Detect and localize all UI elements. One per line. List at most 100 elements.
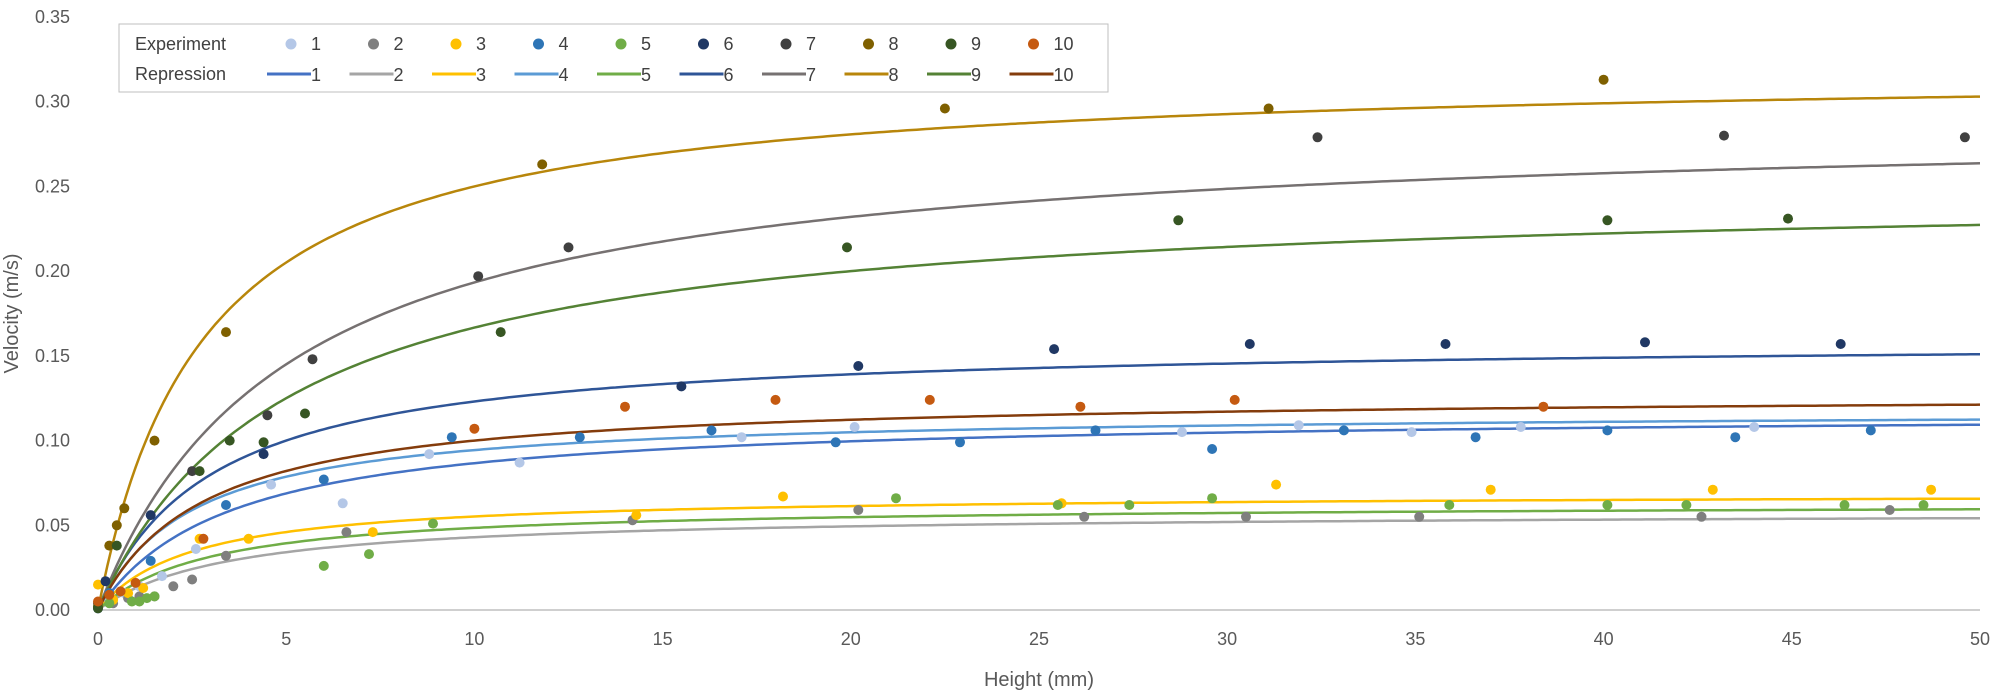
legend-label-repression-9: 9 — [971, 65, 981, 85]
data-point-series-10 — [770, 394, 781, 405]
y-axis-title: Velocity (m/s) — [1, 253, 23, 373]
data-point-series-4 — [955, 437, 965, 448]
legend-row-label-experiment: Experiment — [135, 34, 226, 54]
data-point-series-10 — [93, 596, 103, 607]
data-point-series-5 — [1207, 493, 1218, 504]
data-point-series-7 — [262, 410, 273, 421]
legend-marker-4 — [533, 38, 544, 50]
data-point-series-6 — [145, 510, 156, 521]
y-tick-label: 0.05 — [35, 515, 70, 535]
regression-curve-6 — [96, 353, 1980, 611]
data-point-series-8 — [119, 503, 130, 514]
data-point-series-3 — [1271, 479, 1282, 490]
y-tick-labels: 0.00 0.05 0.10 0.15 0.20 0.25 0.30 0.35 — [35, 7, 70, 620]
data-point-series-9 — [1783, 213, 1793, 224]
data-point-series-4 — [574, 432, 585, 443]
legend-label-repression-8: 8 — [889, 65, 899, 85]
data-point-series-4 — [706, 425, 717, 436]
data-point-series-8 — [1598, 74, 1609, 85]
regression-curve-5 — [97, 508, 1980, 611]
regression-curve-4 — [96, 418, 1980, 611]
data-point-series-8 — [104, 540, 115, 551]
data-point-series-10 — [620, 401, 630, 412]
data-point-series-4 — [1602, 425, 1613, 436]
data-point-series-4 — [145, 555, 156, 566]
data-point-series-3 — [138, 583, 149, 593]
data-point-series-9 — [1602, 215, 1613, 226]
data-point-series-4 — [1470, 432, 1481, 443]
data-point-series-9 — [1173, 215, 1184, 226]
data-point-series-8 — [111, 520, 122, 531]
data-point-series-10 — [469, 423, 480, 434]
data-point-series-10 — [1538, 401, 1549, 412]
data-point-series-5 — [104, 598, 115, 609]
data-point-series-5 — [364, 549, 374, 560]
data-point-series-3 — [123, 588, 134, 599]
legend-label-experiment-3: 3 — [476, 34, 486, 54]
data-point-series-7 — [473, 271, 484, 282]
data-point-series-3 — [631, 510, 642, 521]
legend-label-repression-4: 4 — [559, 65, 569, 85]
legend-label-experiment-10: 10 — [1054, 34, 1074, 54]
legend-marker-7 — [780, 38, 792, 50]
data-point-series-10 — [924, 394, 935, 405]
data-point-series-5 — [1839, 500, 1850, 510]
data-point-series-1 — [1177, 427, 1187, 438]
data-point-series-5 — [126, 596, 137, 607]
x-tick-label: 20 — [841, 629, 861, 649]
data-point-series-10 — [104, 589, 115, 600]
data-point-series-10 — [115, 586, 126, 597]
legend-marker-2 — [368, 38, 379, 50]
y-tick-label: 0.35 — [35, 7, 70, 27]
regression-curve-8 — [96, 95, 1980, 611]
data-point-series-5 — [134, 596, 145, 607]
data-point-series-2 — [1079, 511, 1090, 522]
legend-label-experiment-5: 5 — [641, 34, 651, 54]
data-point-series-3 — [367, 527, 378, 538]
data-point-series-9 — [224, 435, 235, 446]
data-point-series-3 — [1926, 484, 1937, 495]
legend-label-repression-3: 3 — [476, 65, 486, 85]
data-point-series-9 — [111, 540, 122, 551]
data-point-series-7 — [563, 242, 574, 253]
data-point-series-8 — [1263, 103, 1274, 114]
data-point-series-1 — [514, 457, 525, 468]
data-point-series-5 — [1681, 500, 1692, 510]
legend-box — [118, 23, 1109, 93]
data-point-series-2 — [187, 574, 198, 585]
data-point-series-1 — [1406, 427, 1417, 438]
data-point-series-4 — [446, 432, 457, 443]
x-tick-label: 50 — [1970, 629, 1990, 649]
data-point-series-3 — [93, 579, 103, 590]
data-point-series-1 — [424, 449, 435, 460]
data-point-series-2 — [1414, 511, 1425, 522]
data-point-series-5 — [891, 493, 901, 504]
y-tick-label: 0.20 — [35, 261, 70, 281]
data-point-series-6 — [1049, 344, 1060, 355]
data-point-series-8 — [221, 327, 231, 338]
data-point-series-1 — [337, 498, 348, 509]
data-point-series-3 — [778, 491, 788, 502]
data-point-series-5 — [1918, 500, 1929, 510]
data-point-series-3 — [1707, 484, 1718, 495]
data-point-series-6 — [100, 576, 111, 587]
legend-label-repression-6: 6 — [724, 65, 734, 85]
data-point-series-7 — [307, 354, 318, 365]
data-point-series-1 — [1749, 422, 1760, 432]
data-point-series-7 — [1959, 132, 1970, 143]
data-point-series-7 — [187, 466, 198, 477]
legend-label-experiment-6: 6 — [724, 34, 734, 54]
x-tick-label: 5 — [281, 629, 291, 649]
data-point-series-6 — [676, 381, 687, 392]
data-point-series-2 — [1884, 505, 1895, 515]
x-tick-labels: 0 5 10 15 20 25 30 35 40 45 50 — [93, 629, 1990, 649]
data-point-series-7 — [1312, 132, 1323, 143]
x-tick-label: 30 — [1217, 629, 1237, 649]
legend-label-repression-1: 1 — [311, 65, 321, 85]
x-tick-label: 45 — [1782, 629, 1802, 649]
legend-marker-9 — [945, 38, 957, 50]
data-point-series-4 — [1730, 432, 1741, 443]
data-point-series-10 — [130, 577, 141, 588]
regression-curve-2 — [97, 516, 1980, 612]
data-point-series-4 — [318, 474, 329, 485]
